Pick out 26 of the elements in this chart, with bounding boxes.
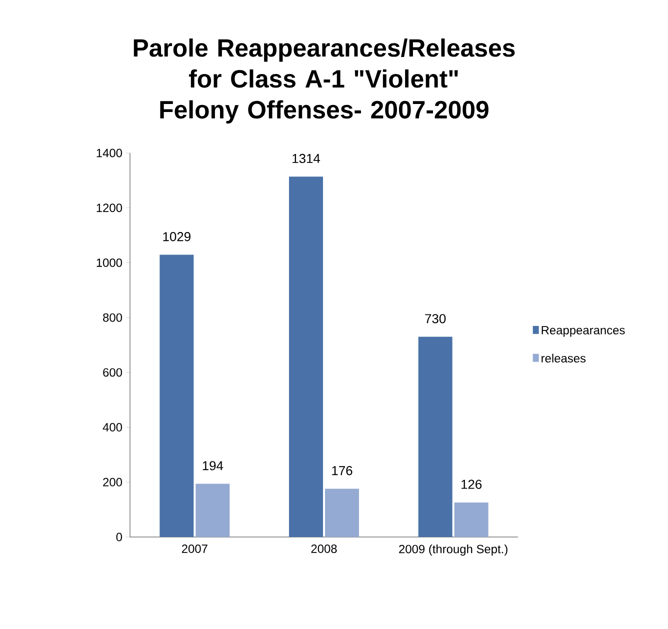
- y-tick-label: 1200: [96, 204, 122, 212]
- bar: [454, 502, 488, 537]
- bar: [196, 484, 230, 537]
- legend-label: Reappearances: [542, 326, 625, 337]
- bar: [418, 336, 452, 537]
- y-tick-label: 0: [116, 532, 122, 542]
- y-tick-label: 1400: [96, 148, 122, 158]
- legend-label: releases: [542, 354, 586, 363]
- y-tick-label: 600: [103, 368, 122, 377]
- y-tick-label: 400: [102, 423, 122, 432]
- chart-title: Parole Reappearances/Releases for Class A-1 "Violent" Felony Offenses- 2007-2009: [134, 38, 515, 124]
- data-label: 1029: [163, 232, 190, 242]
- x-tick-label: 2009 (through Sept.): [399, 544, 508, 556]
- x-tick-label: 2008: [311, 544, 337, 553]
- bar: [160, 254, 194, 537]
- data-label: 1314: [292, 154, 320, 164]
- data-label: 126: [462, 480, 482, 489]
- y-tick-label: 1000: [96, 258, 122, 267]
- data-label: 194: [202, 461, 224, 470]
- bar: [289, 176, 323, 537]
- data-label: 730: [425, 314, 446, 324]
- data-label: 176: [332, 466, 352, 476]
- y-tick-label: 200: [103, 478, 122, 486]
- x-tick-label: 2007: [182, 544, 208, 553]
- bar: [325, 488, 360, 537]
- y-tick-label: 800: [103, 313, 122, 322]
